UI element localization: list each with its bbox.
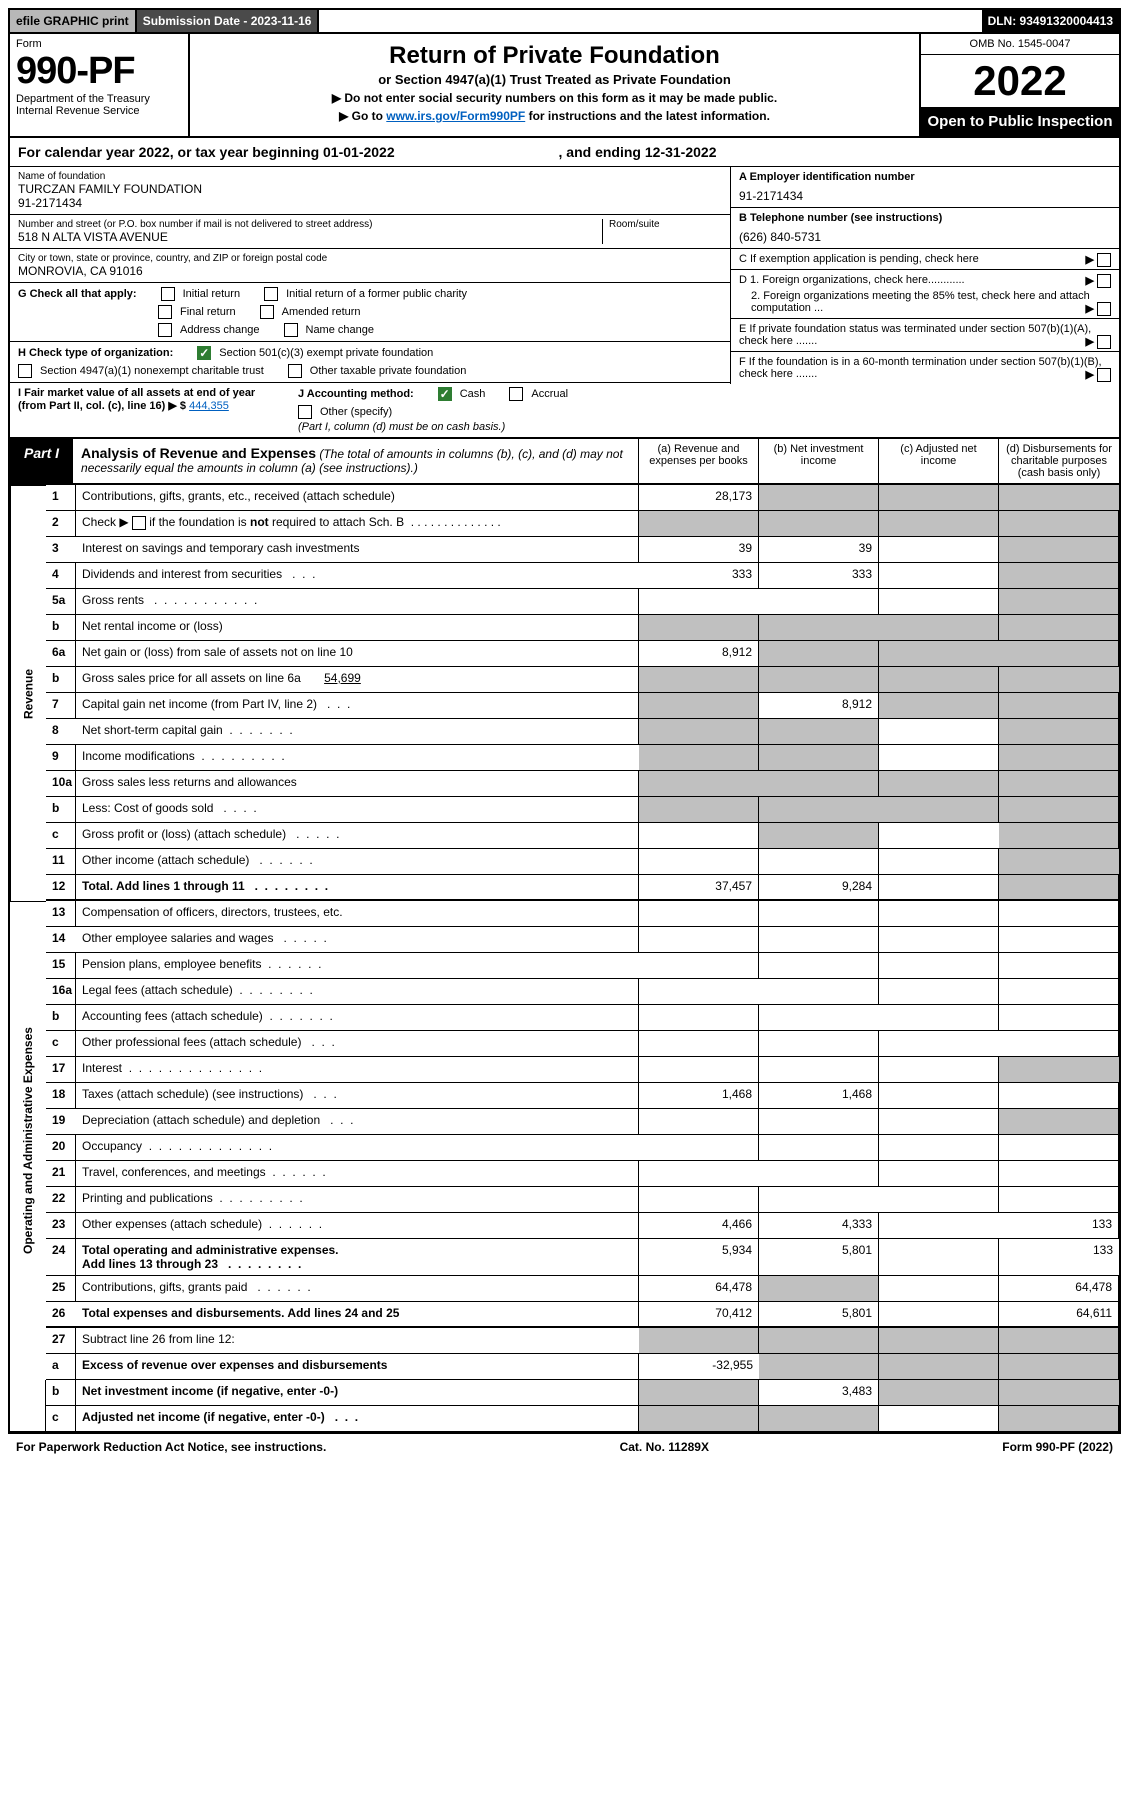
- col-d-head: (d) Disbursements for charitable purpose…: [999, 439, 1119, 483]
- cb-501c3[interactable]: ✓: [197, 346, 211, 360]
- goto-note: ▶ Go to www.irs.gov/Form990PF for instru…: [200, 109, 909, 123]
- address-cell: Number and street (or P.O. box number if…: [10, 215, 730, 249]
- part1-label: Part I: [10, 439, 73, 483]
- cb-other-method[interactable]: [298, 405, 312, 419]
- col-b-head: (b) Net investment income: [759, 439, 879, 483]
- paperwork-notice: For Paperwork Reduction Act Notice, see …: [16, 1440, 326, 1454]
- part1-text: Analysis of Revenue and Expenses (The to…: [73, 439, 639, 483]
- top-bar: efile GRAPHIC print Submission Date - 20…: [8, 8, 1121, 34]
- part1-header: Part I Analysis of Revenue and Expenses …: [8, 439, 1121, 485]
- tax-year: 2022: [921, 55, 1119, 107]
- form-subtitle: or Section 4947(a)(1) Trust Treated as P…: [200, 72, 909, 87]
- cb-final-return[interactable]: [158, 305, 172, 319]
- header-center: Return of Private Foundation or Section …: [190, 34, 919, 136]
- cb-accrual[interactable]: [509, 387, 523, 401]
- cb-d1[interactable]: [1097, 274, 1111, 288]
- f-cell: F If the foundation is in a 60-month ter…: [730, 352, 1119, 384]
- form-ref: Form 990-PF (2022): [1002, 1440, 1113, 1454]
- cb-f[interactable]: [1097, 368, 1111, 382]
- expenses-side-label: Operating and Administrative Expenses: [10, 901, 46, 1380]
- cb-cash[interactable]: ✓: [438, 387, 452, 401]
- page-footer: For Paperwork Reduction Act Notice, see …: [8, 1432, 1121, 1460]
- e-cell: E If private foundation status was termi…: [730, 319, 1119, 352]
- header-left: Form 990-PF Department of the Treasury I…: [10, 34, 190, 136]
- cb-address-change[interactable]: [158, 323, 172, 337]
- identity-block: Name of foundation TURCZAN FAMILY FOUNDA…: [8, 167, 1121, 439]
- c-cell: C If exemption application is pending, c…: [730, 249, 1119, 270]
- col-c-head: (c) Adjusted net income: [879, 439, 999, 483]
- calendar-year-row: For calendar year 2022, or tax year begi…: [8, 138, 1121, 167]
- cb-initial-former[interactable]: [264, 287, 278, 301]
- form-word: Form: [16, 38, 182, 50]
- form-number: 990-PF: [16, 50, 182, 93]
- form-header: Form 990-PF Department of the Treasury I…: [8, 34, 1121, 138]
- cb-initial-return[interactable]: [161, 287, 175, 301]
- header-right: OMB No. 1545-0047 2022 Open to Public In…: [919, 34, 1119, 136]
- open-public: Open to Public Inspection: [921, 107, 1119, 136]
- i-j-row: I Fair market value of all assets at end…: [10, 383, 730, 437]
- cat-no: Cat. No. 11289X: [620, 1440, 709, 1454]
- submission-date: Submission Date - 2023-11-16: [137, 10, 320, 32]
- omb-number: OMB No. 1545-0047: [921, 34, 1119, 55]
- dept-label: Department of the Treasury: [16, 93, 182, 105]
- col-a-head: (a) Revenue and expenses per books: [639, 439, 759, 483]
- cb-e[interactable]: [1097, 335, 1111, 349]
- h-check-row: H Check type of organization: ✓Section 5…: [10, 342, 730, 383]
- city-cell: City or town, state or province, country…: [10, 249, 730, 283]
- ein-cell: A Employer identification number 91-2171…: [730, 167, 1119, 208]
- foundation-name-cell: Name of foundation TURCZAN FAMILY FOUNDA…: [10, 167, 730, 215]
- revenue-side-label: Revenue: [10, 485, 46, 901]
- part1-table: Revenue 1 Contributions, gifts, grants, …: [8, 485, 1121, 1380]
- dln-label: DLN: 93491320004413: [982, 10, 1119, 32]
- fmv-value[interactable]: 444,355: [189, 400, 229, 412]
- cb-name-change[interactable]: [284, 323, 298, 337]
- cb-d2[interactable]: [1097, 302, 1111, 316]
- cb-schB[interactable]: [132, 516, 146, 530]
- form-title: Return of Private Foundation: [200, 42, 909, 70]
- irs-label: Internal Revenue Service: [16, 105, 182, 117]
- efile-label[interactable]: efile GRAPHIC print: [10, 10, 137, 32]
- cb-c[interactable]: [1097, 253, 1111, 267]
- tel-cell: B Telephone number (see instructions) (6…: [730, 208, 1119, 249]
- d-cell: D 1. Foreign organizations, check here..…: [730, 270, 1119, 319]
- cb-amended-return[interactable]: [260, 305, 274, 319]
- top-spacer: [319, 10, 981, 32]
- irs-link[interactable]: www.irs.gov/Form990PF: [386, 109, 525, 123]
- cb-4947[interactable]: [18, 364, 32, 378]
- g-check-row: G Check all that apply: Initial return I…: [10, 283, 730, 342]
- cb-other-taxable[interactable]: [288, 364, 302, 378]
- part1-table-tail: b Net investment income (if negative, en…: [8, 1380, 1121, 1432]
- ssn-note: ▶ Do not enter social security numbers o…: [200, 91, 909, 105]
